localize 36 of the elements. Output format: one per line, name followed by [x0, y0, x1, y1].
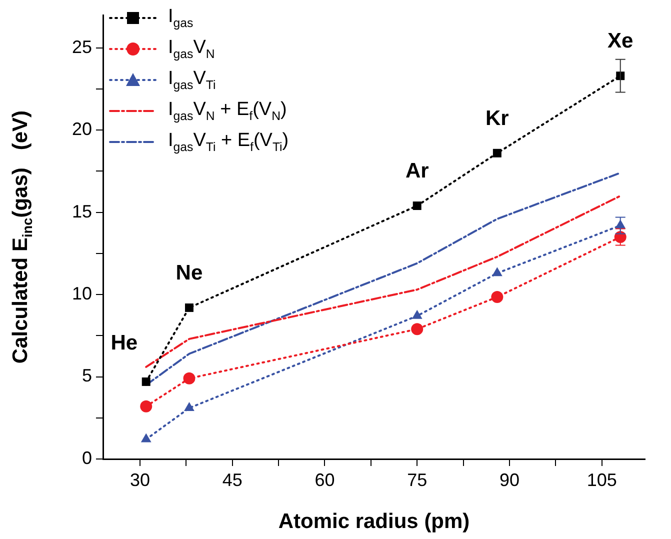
point	[183, 372, 196, 384]
line-series	[145, 194, 622, 368]
point	[491, 291, 504, 304]
x-tick-label: 90	[499, 470, 520, 490]
annotation: Ne	[176, 262, 203, 285]
point	[140, 400, 152, 412]
point	[411, 323, 424, 336]
x-tick-label: 75	[407, 470, 428, 490]
point	[492, 148, 502, 158]
y-tick-label: 15	[72, 201, 92, 222]
x-tick-label: 105	[586, 470, 617, 490]
text: I$_{gas}$V$_{N}$ + E$_{f}$(V$_{N}$)	[168, 98, 287, 122]
y-tick-label: 10	[72, 284, 92, 304]
x-axis-title: Atomic radius (pm)	[278, 510, 470, 534]
x-tick-label: 30	[130, 470, 150, 490]
legend-label: I$_{gas}$V$_{Ti}$	[168, 68, 216, 92]
point	[184, 402, 194, 412]
annotation: Xe	[608, 30, 634, 53]
point	[412, 310, 422, 319]
y-tick-label: 0	[82, 448, 92, 468]
text: I$_{gas}$V$_{Ti}$ + E$_{f}$(V$_{Ti}$)	[168, 130, 289, 154]
x-tick-label: 60	[314, 470, 335, 490]
point	[412, 202, 422, 210]
y-tick-label: 20	[72, 119, 92, 140]
point	[140, 433, 152, 442]
x-tick-label: 45	[222, 470, 242, 490]
point	[142, 377, 150, 386]
legend-label: I$_{gas}$V$_{N}$	[168, 36, 215, 60]
annotation: Kr	[486, 106, 509, 130]
point	[492, 267, 502, 276]
annotation: Ar	[405, 160, 429, 183]
legend-label: I$_{gas}$	[168, 6, 194, 30]
annotation: He	[110, 332, 138, 355]
y-tick-label: 25	[72, 36, 92, 57]
point	[184, 303, 194, 312]
y-tick-label: 5	[82, 366, 92, 386]
